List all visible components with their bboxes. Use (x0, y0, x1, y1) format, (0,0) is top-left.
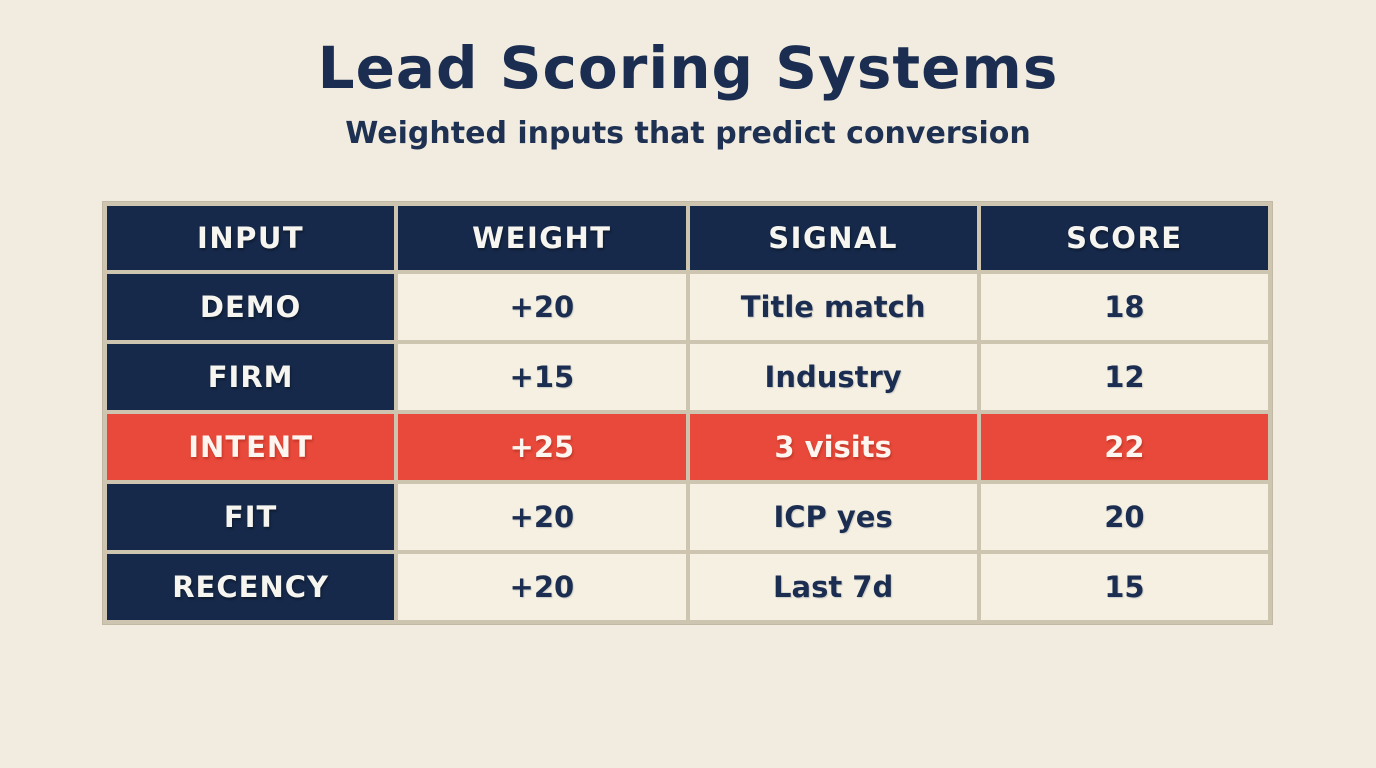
cell-signal: Title match (689, 274, 977, 340)
cell-weight: +20 (398, 554, 686, 620)
cell-weight: +20 (398, 484, 686, 550)
cell-score: 12 (980, 344, 1268, 410)
cell-weight: +20 (398, 274, 686, 340)
cell-score: 15 (980, 554, 1268, 620)
cell-signal: 3 visits (689, 414, 977, 480)
cell-signal: ICP yes (689, 484, 977, 550)
cell-score: 18 (980, 274, 1268, 340)
lead-scoring-table: INPUT WEIGHT SIGNAL SCORE DEMO +20 Title… (103, 202, 1272, 624)
cell-score: 22 (980, 414, 1268, 480)
row-label: FIT (107, 484, 395, 550)
cell-weight: +25 (398, 414, 686, 480)
row-label: INTENT (107, 414, 395, 480)
page-subtitle: Weighted inputs that predict conversion (345, 116, 1031, 151)
column-header-signal: SIGNAL (689, 206, 977, 270)
cell-weight: +15 (398, 344, 686, 410)
column-header-score: SCORE (980, 206, 1268, 270)
page-title: Lead Scoring Systems (317, 34, 1059, 102)
cell-signal: Industry (689, 344, 977, 410)
row-label: DEMO (107, 274, 395, 340)
column-header-input: INPUT (107, 206, 395, 270)
row-label: RECENCY (107, 554, 395, 620)
row-label: FIRM (107, 344, 395, 410)
cell-signal: Last 7d (689, 554, 977, 620)
cell-score: 20 (980, 484, 1268, 550)
column-header-weight: WEIGHT (398, 206, 686, 270)
